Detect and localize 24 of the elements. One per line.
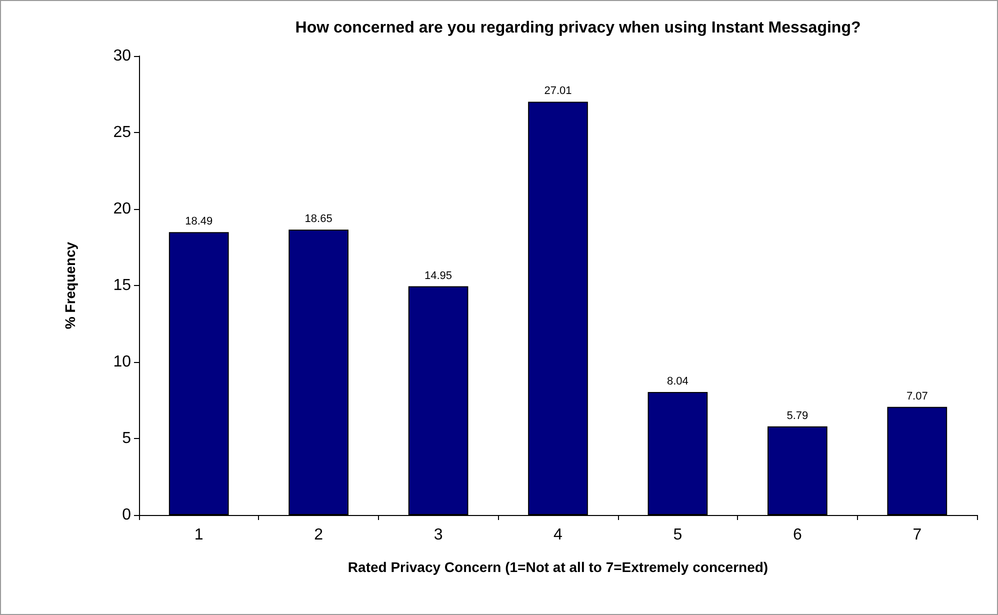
- data-label: 14.95: [424, 270, 452, 282]
- y-tick-label: 10: [113, 354, 132, 370]
- data-label: 18.49: [185, 216, 213, 228]
- x-tick-label: 2: [314, 526, 324, 544]
- x-tick-label: 7: [912, 526, 922, 544]
- y-axis-title: % Frequency: [62, 242, 78, 330]
- data-label: 8.04: [667, 375, 688, 388]
- y-tick-label: 30: [113, 48, 132, 64]
- y-tick-label: 15: [113, 277, 132, 294]
- x-tick-label: 3: [434, 526, 443, 544]
- x-tick-label: 4: [554, 526, 563, 544]
- data-label: 27.01: [544, 85, 572, 98]
- y-tick-label: 0: [122, 506, 132, 524]
- data-label: 5.79: [786, 410, 808, 422]
- x-tick-label: 1: [194, 526, 204, 544]
- data-label: 18.65: [304, 213, 332, 226]
- data-label: 7.07: [906, 390, 928, 402]
- x-axis-title: Rated Privacy Concern (1=Not at all to 7=Extremely concerned): [348, 559, 768, 575]
- y-tick-label: 5: [122, 430, 132, 447]
- chart-title: How concerned are you regarding privacy when using Instant Messaging?: [295, 20, 861, 36]
- y-tick-label: 25: [113, 124, 132, 141]
- x-tick-label: 6: [792, 526, 802, 544]
- x-tick-label: 5: [673, 526, 682, 544]
- y-tick-label: 20: [113, 200, 132, 218]
